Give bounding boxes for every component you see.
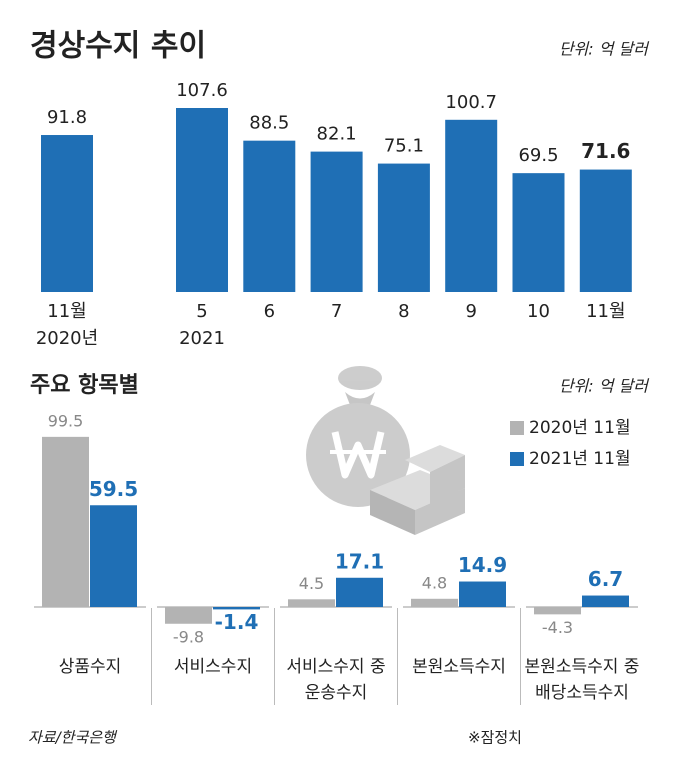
value-label: 82.1 — [317, 124, 357, 145]
money-illustration — [306, 366, 465, 535]
x-tick-label: 2021 — [179, 328, 225, 349]
value-label: 91.8 — [47, 107, 87, 128]
bar — [213, 607, 260, 610]
value-label: 88.5 — [249, 113, 289, 134]
bar — [176, 108, 228, 292]
bar — [459, 581, 506, 607]
value-label: 69.5 — [518, 145, 558, 166]
x-tick-label: 서비스수지 중 — [286, 657, 385, 677]
bar — [512, 173, 565, 292]
value-label: -4.3 — [542, 618, 573, 637]
x-tick-label: 배당소득수지 — [535, 683, 629, 703]
value-label: 4.5 — [299, 574, 324, 593]
x-tick-label: 8 — [398, 301, 409, 322]
value-label: 17.1 — [335, 549, 384, 573]
chart-title: 주요 항목별 — [30, 373, 139, 398]
bar — [165, 607, 212, 624]
bar — [445, 119, 498, 292]
bar — [41, 135, 93, 292]
value-label: 4.8 — [422, 573, 447, 592]
x-tick-label: 본원소득수지 — [412, 657, 506, 677]
x-tick-label: 10 — [527, 301, 550, 322]
value-label: 100.7 — [445, 92, 497, 113]
legend-label: 2020년 11월 — [529, 418, 631, 438]
bar — [336, 577, 383, 607]
x-tick-label: 서비스수지 — [174, 657, 252, 677]
bar — [310, 151, 363, 292]
bar — [411, 598, 458, 607]
bar — [243, 140, 296, 292]
value-label: 107.6 — [176, 80, 228, 101]
note: ※잠정치 — [468, 729, 522, 747]
bar — [90, 505, 137, 607]
legend-swatch — [510, 452, 524, 466]
value-label: -9.8 — [173, 627, 204, 646]
x-tick-label: 본원소득수지 중 — [525, 657, 640, 677]
x-tick-label: 9 — [465, 301, 476, 322]
chart-title: 경상수지 추이 — [30, 29, 206, 64]
value-label: 6.7 — [588, 567, 623, 591]
bar — [582, 595, 629, 607]
x-tick-label: 상품수지 — [59, 657, 122, 677]
legend-swatch — [510, 421, 524, 435]
value-label: 75.1 — [384, 136, 424, 157]
bar — [42, 436, 89, 607]
unit-label: 단위: 억 달러 — [559, 40, 649, 59]
unit-label: 단위: 억 달러 — [559, 377, 649, 396]
value-label: 59.5 — [89, 477, 138, 501]
value-label: -1.4 — [215, 610, 259, 634]
x-tick-label: 11월 — [586, 301, 625, 322]
value-label: 71.6 — [581, 139, 630, 163]
bar — [534, 607, 581, 615]
source: 자료/한국은행 — [28, 729, 118, 747]
x-tick-label: 2020년 — [36, 328, 98, 349]
bar — [377, 163, 430, 292]
bar — [288, 599, 335, 607]
x-tick-label: 7 — [331, 301, 342, 322]
bar — [579, 169, 632, 292]
x-tick-label: 6 — [264, 301, 275, 322]
x-tick-label: 5 — [196, 301, 207, 322]
legend-label: 2021년 11월 — [529, 449, 631, 469]
x-tick-label: 11월 — [47, 301, 86, 322]
value-label: 14.9 — [458, 553, 507, 577]
x-tick-label: 운송수지 — [305, 683, 368, 703]
value-label: 99.5 — [48, 411, 84, 430]
